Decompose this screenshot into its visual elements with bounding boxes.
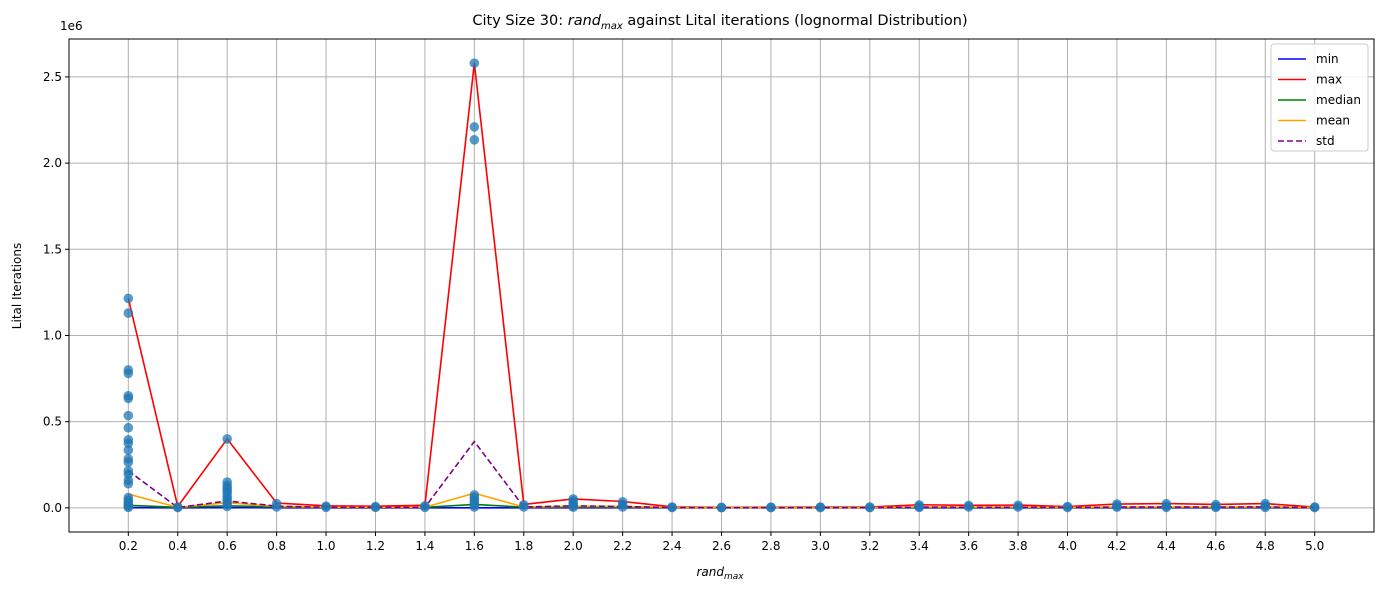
x-tick-label: 0.4: [168, 539, 187, 553]
scatter-point: [321, 502, 331, 513]
chart-title-suffix: against Lital iterations (lognormal Dist…: [623, 13, 968, 29]
scatter-point: [420, 502, 430, 513]
scatter-point: [123, 393, 134, 404]
x-tick-label: 4.4: [1157, 539, 1176, 553]
scatter-point: [1013, 502, 1023, 512]
scatter-point: [172, 502, 183, 513]
scatter-point: [518, 502, 529, 512]
scatter-point: [123, 422, 134, 433]
scatter-point: [123, 502, 134, 513]
scatter-point: [469, 135, 480, 145]
y-axis-label: Lital Iterations: [10, 243, 24, 329]
scatter-point: [123, 308, 134, 318]
scatter-point: [271, 502, 282, 512]
scatter-point: [1211, 502, 1221, 513]
scatter-point: [123, 478, 134, 489]
legend: min max median mean std: [1270, 43, 1369, 152]
scatter-point: [469, 122, 480, 132]
y-tick-label: 0.5: [43, 415, 62, 429]
x-tick-label: 3.8: [1009, 539, 1028, 553]
x-tick-label: 1.6: [465, 539, 484, 553]
scatter-point: [123, 368, 134, 379]
chart-title: City Size 30: randmax against Lital iter…: [472, 13, 967, 32]
x-axis-label-sub: max: [724, 572, 744, 582]
chart-title-math-base: rand: [568, 13, 602, 29]
y-offset-label: 1e6: [60, 19, 83, 33]
x-tick-label: 2.0: [564, 539, 583, 553]
scatter-point: [1309, 502, 1320, 513]
x-tick-label: 4.6: [1206, 539, 1225, 553]
x-tick-label: 4.2: [1107, 539, 1126, 553]
x-tick-label: 3.2: [860, 539, 879, 553]
x-tick-label: 1.4: [415, 539, 434, 553]
x-tick-label: 4.0: [1058, 539, 1077, 553]
legend-label-min: min: [1316, 52, 1339, 66]
legend-label-max: max: [1316, 73, 1342, 87]
scatter-point: [568, 502, 578, 512]
scatter-point: [865, 502, 875, 513]
x-tick-label: 0.6: [218, 539, 237, 553]
y-axis-ticks: 0.0 0.5 1.0 1.5 2.0 2.5: [43, 70, 69, 515]
x-axis-label: randmax: [696, 565, 744, 582]
scatter-point: [469, 502, 480, 512]
legend-items: min max median mean std: [1278, 52, 1361, 148]
x-tick-label: 2.8: [761, 539, 780, 553]
y-tick-label: 0.0: [43, 501, 62, 515]
x-axis-label-base: rand: [696, 565, 724, 579]
legend-label-median: median: [1316, 93, 1361, 107]
scatter-point: [123, 293, 134, 304]
scatter-points: [123, 58, 1320, 513]
x-tick-label: 1.8: [514, 539, 533, 553]
x-tick-label: 2.6: [712, 539, 731, 553]
x-tick-label: 3.6: [959, 539, 978, 553]
legend-box: [1270, 43, 1369, 152]
x-tick-label: 3.4: [910, 539, 929, 553]
legend-label-mean: mean: [1316, 114, 1350, 128]
scatter-point: [222, 434, 232, 444]
x-tick-label: 5.0: [1305, 539, 1324, 553]
x-tick-label: 4.8: [1256, 539, 1275, 553]
chart-title-math-sub: max: [601, 21, 623, 32]
scatter-point: [914, 502, 925, 513]
chart-title-prefix: City Size 30:: [472, 13, 567, 29]
scatter-point: [716, 502, 727, 513]
x-tick-label: 3.0: [811, 539, 830, 553]
scatter-point: [1161, 502, 1172, 513]
x-tick-label: 2.2: [613, 539, 632, 553]
scatter-point: [469, 58, 480, 68]
y-tick-label: 2.0: [43, 156, 62, 170]
scatter-point: [222, 501, 232, 512]
scatter-point: [617, 502, 628, 512]
scatter-point: [667, 502, 677, 513]
y-tick-label: 2.5: [43, 70, 62, 84]
scatter-point: [1260, 502, 1271, 513]
x-tick-label: 1.2: [366, 539, 385, 553]
scatter-point: [815, 502, 826, 513]
x-tick-label: 1.0: [316, 539, 335, 553]
scatter-point: [370, 502, 381, 513]
y-tick-label: 1.5: [43, 242, 62, 256]
scatter-point: [766, 502, 776, 513]
scatter-point: [123, 445, 134, 455]
scatter-point: [1062, 502, 1073, 513]
x-tick-label: 2.4: [663, 539, 682, 553]
scatter-point: [123, 457, 134, 467]
legend-label-std: std: [1316, 134, 1335, 148]
x-tick-label: 0.2: [119, 539, 138, 553]
y-tick-label: 1.0: [43, 328, 62, 342]
scatter-point: [123, 410, 134, 421]
scatter-point: [123, 438, 134, 449]
x-axis-ticks: 0.2 0.4 0.6 0.8 1.0 1.2 1.4 1.6 1.8 2.0 2.2 2.4 2.6 2…: [119, 532, 1324, 553]
scatter-point: [1112, 502, 1122, 512]
scatter-point: [963, 502, 974, 512]
x-tick-label: 0.8: [267, 539, 286, 553]
